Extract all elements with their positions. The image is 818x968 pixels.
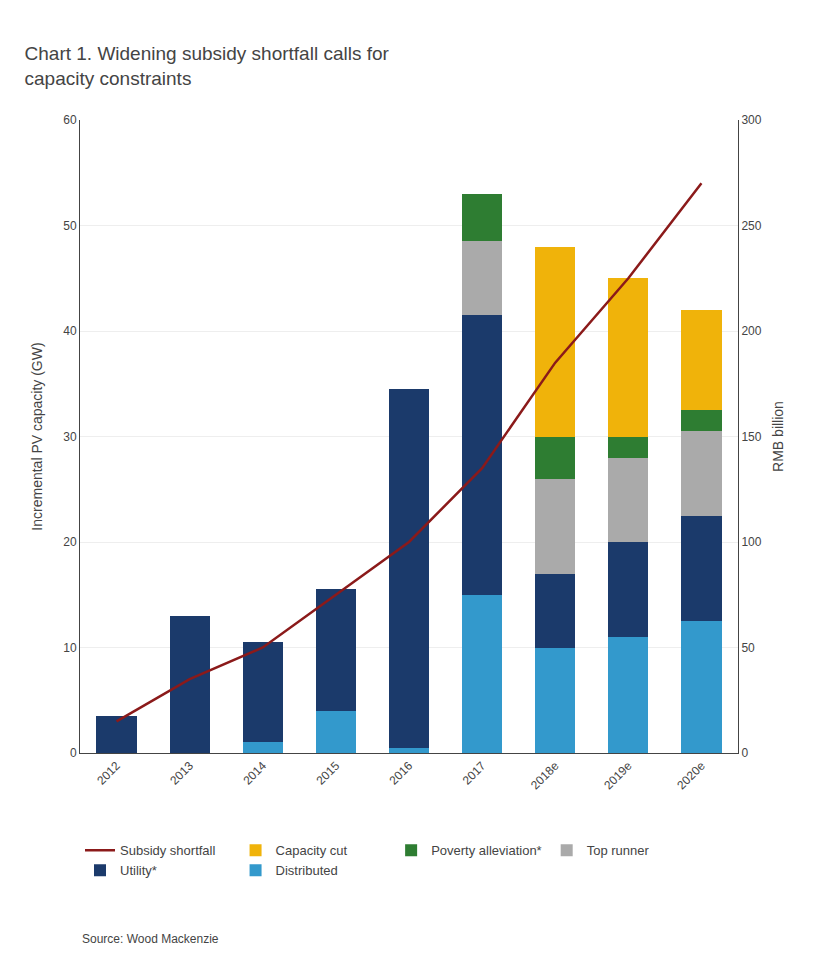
- svg-text:Poverty alleviation*: Poverty alleviation*: [431, 843, 542, 858]
- svg-text:2016: 2016: [387, 759, 416, 788]
- svg-text:200: 200: [741, 324, 761, 338]
- svg-text:300: 300: [741, 113, 761, 127]
- svg-text:2013: 2013: [167, 759, 196, 788]
- svg-text:2019e: 2019e: [601, 759, 635, 793]
- svg-text:2018e: 2018e: [528, 759, 562, 793]
- svg-text:100: 100: [741, 535, 761, 549]
- svg-text:2015: 2015: [313, 759, 342, 788]
- svg-text:2014: 2014: [240, 759, 269, 788]
- svg-text:40: 40: [63, 324, 77, 338]
- svg-text:Capacity cut: Capacity cut: [276, 843, 348, 858]
- svg-text:0: 0: [741, 746, 748, 760]
- svg-text:50: 50: [741, 641, 755, 655]
- svg-text:Subsidy shortfall: Subsidy shortfall: [120, 843, 215, 858]
- svg-text:Distributed: Distributed: [276, 863, 338, 878]
- svg-text:20: 20: [63, 535, 77, 549]
- svg-text:50: 50: [63, 219, 77, 233]
- svg-text:RMB billion: RMB billion: [770, 401, 786, 472]
- svg-text:Chart 1. Widening subsidy shor: Chart 1. Widening subsidy shortfall call…: [25, 43, 390, 89]
- svg-text:150: 150: [741, 430, 761, 444]
- svg-text:10: 10: [63, 641, 77, 655]
- svg-text:2017: 2017: [460, 759, 489, 788]
- svg-text:30: 30: [63, 430, 77, 444]
- svg-text:2020e: 2020e: [674, 759, 708, 793]
- svg-text:60: 60: [63, 113, 77, 127]
- svg-text:Top runner: Top runner: [587, 843, 650, 858]
- svg-text:250: 250: [741, 219, 761, 233]
- svg-text:0: 0: [70, 746, 77, 760]
- svg-text:Source: Wood Mackenzie: Source: Wood Mackenzie: [82, 932, 219, 946]
- svg-text:2012: 2012: [94, 759, 123, 788]
- svg-text:Utility*: Utility*: [120, 863, 157, 878]
- svg-text:Incremental PV capacity (GW): Incremental PV capacity (GW): [29, 342, 45, 530]
